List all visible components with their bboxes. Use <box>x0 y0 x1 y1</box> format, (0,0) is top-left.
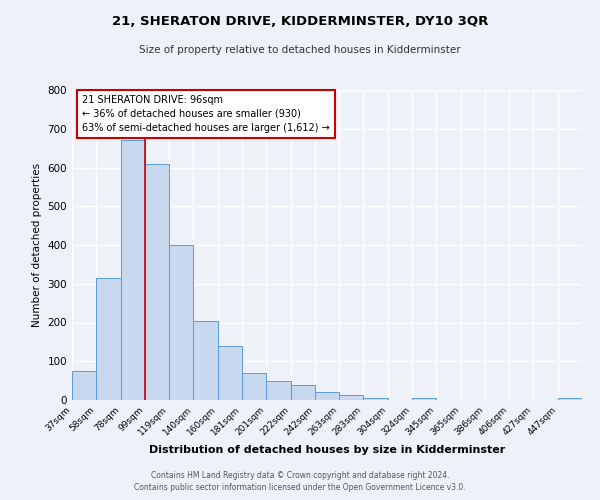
Bar <box>169 245 193 400</box>
Bar <box>242 373 266 400</box>
X-axis label: Distribution of detached houses by size in Kidderminster: Distribution of detached houses by size … <box>149 446 505 456</box>
Text: Size of property relative to detached houses in Kidderminster: Size of property relative to detached ho… <box>139 45 461 55</box>
Bar <box>558 398 582 400</box>
Bar <box>315 392 339 400</box>
Text: Contains public sector information licensed under the Open Government Licence v3: Contains public sector information licen… <box>134 484 466 492</box>
Bar <box>218 346 242 400</box>
Bar <box>145 164 169 400</box>
Bar <box>364 398 388 400</box>
Bar <box>290 386 315 400</box>
Bar <box>339 395 364 400</box>
Bar <box>72 371 96 400</box>
Bar <box>412 398 436 400</box>
Bar <box>193 320 218 400</box>
Text: 21 SHERATON DRIVE: 96sqm
← 36% of detached houses are smaller (930)
63% of semi-: 21 SHERATON DRIVE: 96sqm ← 36% of detach… <box>82 94 330 132</box>
Text: Contains HM Land Registry data © Crown copyright and database right 2024.: Contains HM Land Registry data © Crown c… <box>151 471 449 480</box>
Bar <box>121 140 145 400</box>
Text: 21, SHERATON DRIVE, KIDDERMINSTER, DY10 3QR: 21, SHERATON DRIVE, KIDDERMINSTER, DY10 … <box>112 15 488 28</box>
Y-axis label: Number of detached properties: Number of detached properties <box>32 163 42 327</box>
Bar <box>266 382 290 400</box>
Bar <box>96 278 121 400</box>
